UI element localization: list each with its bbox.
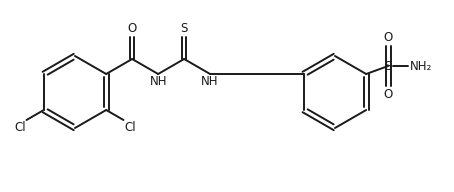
- Text: Cl: Cl: [14, 121, 25, 134]
- Text: O: O: [128, 22, 137, 35]
- Text: NH: NH: [202, 75, 219, 88]
- Text: NH: NH: [149, 75, 167, 88]
- Text: S: S: [385, 60, 392, 73]
- Text: Cl: Cl: [124, 121, 136, 134]
- Text: O: O: [384, 88, 393, 101]
- Text: O: O: [384, 31, 393, 44]
- Text: S: S: [180, 22, 188, 35]
- Text: NH₂: NH₂: [410, 60, 432, 73]
